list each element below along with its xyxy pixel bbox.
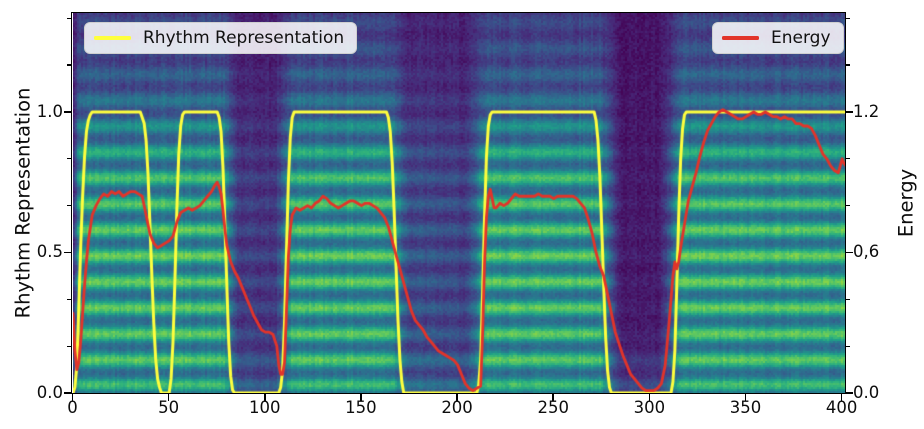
x-tick-label: 200 (441, 398, 473, 417)
y-left-tick-label: 0.5 (36, 242, 63, 262)
x-tick-label: 50 (158, 398, 180, 417)
y-left-major-tick (64, 392, 71, 394)
x-tick-label: 350 (729, 398, 762, 417)
legend-rhythm-representation: Rhythm Representation (84, 22, 358, 54)
x-tick-label: 250 (537, 398, 569, 417)
x-tick-label: 0 (67, 398, 78, 417)
y-right-tick-label: 1.2 (853, 101, 880, 121)
y-right-minor-tick (846, 345, 850, 347)
x-major-tick (360, 393, 362, 401)
x-major-tick (840, 393, 843, 401)
x-major-tick (71, 393, 74, 401)
y-left-major-tick (64, 251, 71, 254)
y-right-minor-tick (846, 298, 850, 300)
y-left-minor-tick (67, 64, 71, 66)
y-left-minor-tick (67, 205, 71, 207)
x-major-tick (648, 393, 651, 401)
x-major-tick (456, 393, 458, 401)
x-tick-label: 400 (825, 398, 858, 417)
y-right-minor-tick (846, 158, 850, 160)
y-left-major-tick (64, 111, 71, 113)
spectrogram-plot-canvas (72, 13, 846, 393)
y-left-tick-label: 1.0 (36, 101, 63, 121)
y-right-major-tick (846, 251, 853, 254)
y-left-minor-tick (67, 345, 71, 347)
x-major-tick (167, 393, 170, 401)
x-tick-label: 100 (249, 398, 281, 417)
x-major-tick (552, 393, 554, 401)
legend-label-rhythm: Rhythm Representation (143, 27, 345, 48)
legend-line-sample-energy-icon (722, 36, 759, 40)
legend-energy: Energy (712, 22, 844, 54)
y-right-tick-label: 0.0 (853, 383, 880, 402)
y-left-tick-label: 0.0 (36, 383, 63, 402)
legend-label-energy: Energy (771, 27, 831, 48)
y-right-tick-label: 0,6 (853, 242, 880, 262)
y-right-minor-tick (846, 17, 850, 19)
y-right-major-tick (846, 111, 853, 113)
x-major-tick (744, 393, 747, 401)
y-right-minor-tick (846, 205, 850, 207)
left-axis-label: Rhythm Representation (11, 87, 35, 319)
y-right-minor-tick (846, 64, 850, 66)
y-left-minor-tick (67, 298, 71, 300)
x-tick-label: 150 (345, 398, 377, 417)
legend-line-sample-rhythm-icon (94, 36, 131, 40)
right-axis-label: Energy (894, 168, 918, 238)
y-right-major-tick (846, 392, 853, 394)
y-left-minor-tick (67, 17, 71, 19)
x-tick-label: 300 (633, 398, 666, 417)
x-major-tick (264, 393, 266, 401)
y-left-minor-tick (67, 158, 71, 160)
